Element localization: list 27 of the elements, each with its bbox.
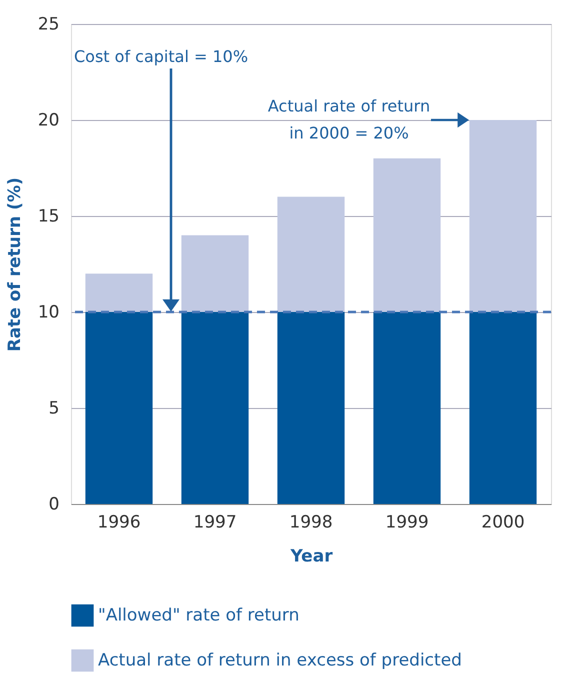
annotation: Actual rate of return in 2000 = 20% xyxy=(268,96,430,142)
x-tick-label: 2000 xyxy=(481,512,525,532)
bar xyxy=(469,312,537,504)
x-tick-label: 1996 xyxy=(97,512,141,532)
y-tick-label: 0 xyxy=(48,494,60,514)
bar xyxy=(277,312,345,504)
y-axis-title: Rate of return (%) xyxy=(4,177,25,352)
x-axis-title: Year xyxy=(289,546,334,566)
y-tick-label: 5 xyxy=(48,398,60,418)
bar xyxy=(85,312,153,504)
y-tick-label: 25 xyxy=(38,14,60,34)
bar xyxy=(373,312,441,504)
bar xyxy=(469,120,537,312)
x-tick-label: 1997 xyxy=(193,512,237,532)
legend-label: "Allowed" rate of return xyxy=(98,606,300,626)
bar xyxy=(181,312,249,504)
y-tick-label: 10 xyxy=(38,302,60,322)
annotation: Cost of capital = 10% xyxy=(74,47,248,66)
bar xyxy=(373,158,441,312)
legend-label: Actual rate of return in excess of predicted xyxy=(98,650,462,670)
x-tick-label: 1999 xyxy=(385,512,429,532)
x-tick-label: 1998 xyxy=(289,512,333,532)
bar xyxy=(181,235,249,312)
bar xyxy=(277,196,345,312)
y-tick-label: 20 xyxy=(38,110,60,130)
y-tick-label: 15 xyxy=(38,206,60,226)
bar xyxy=(85,274,153,312)
